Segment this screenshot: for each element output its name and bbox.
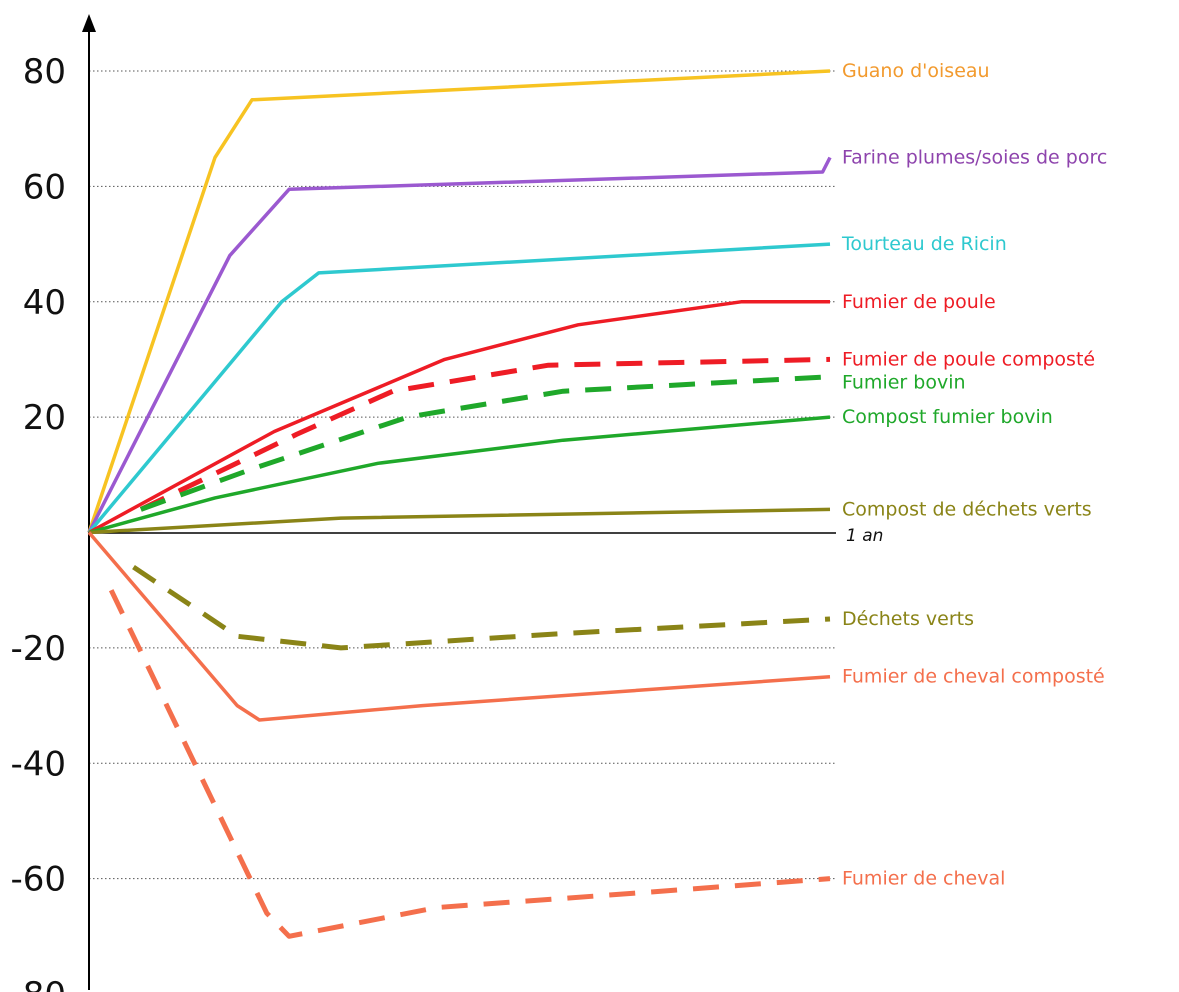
- y-tick-label: 60: [23, 167, 66, 207]
- series-label: Fumier de cheval: [842, 868, 1005, 890]
- series-line: [88, 415, 831, 535]
- y-tick-label: 80: [23, 52, 66, 92]
- series-line: [108, 589, 831, 939]
- series-line: [132, 565, 831, 651]
- series-lines: [87, 69, 833, 939]
- y-tick-label: -60: [10, 860, 66, 900]
- series-line: [87, 156, 832, 534]
- series-label: Farine plumes/soies de porc: [842, 147, 1107, 169]
- y-tick-label: 40: [23, 283, 66, 323]
- series-label: Guano d'oiseau: [842, 60, 990, 82]
- series-label: Déchets verts: [842, 608, 974, 630]
- series-labels: Guano d'oiseau Farine plumes/soies de por…: [841, 60, 1107, 890]
- series-label: Fumier bovin: [842, 372, 966, 394]
- y-tick-label: -80: [10, 975, 66, 992]
- x-axis-end-label: 1 an: [846, 526, 883, 546]
- series-line: [140, 374, 833, 512]
- y-tick-labels: 80 60 40 20 -20 -40 -60 -80: [10, 52, 66, 992]
- series-label: Fumier de poule: [842, 291, 996, 313]
- axes: [82, 14, 836, 990]
- y-tick-label: -40: [10, 744, 66, 784]
- y-tick-label: 20: [23, 398, 66, 438]
- series-label: Fumier de poule composté: [842, 348, 1095, 370]
- series-label: Compost fumier bovin: [842, 406, 1053, 428]
- series-line: [88, 507, 831, 535]
- gridlines: [89, 70, 836, 880]
- series-line: [139, 356, 831, 512]
- series-line: [87, 531, 831, 722]
- y-tick-label: -20: [10, 629, 66, 669]
- y-axis-arrow: [82, 14, 96, 32]
- series-line: [87, 69, 831, 534]
- series-label: Tourteau de Ricin: [841, 233, 1007, 255]
- series-label: Fumier de cheval composté: [842, 666, 1105, 688]
- series-line: [88, 300, 830, 535]
- series-line: [87, 242, 831, 534]
- series-label: Compost de déchets verts: [842, 498, 1092, 520]
